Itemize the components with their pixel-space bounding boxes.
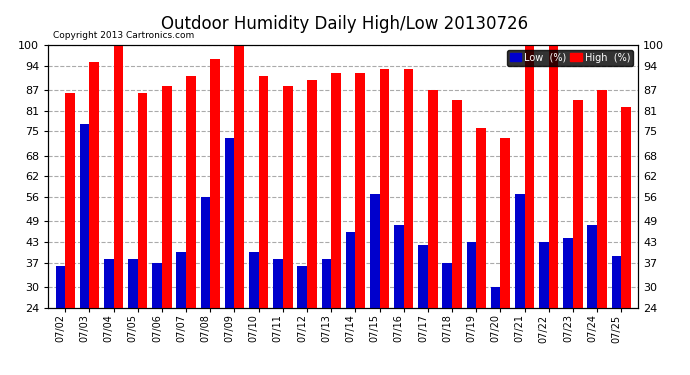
Bar [152,262,162,308]
Bar [273,259,283,308]
Bar [611,256,621,308]
Bar [573,100,582,308]
Bar [66,93,75,308]
Bar [597,90,607,308]
Bar [355,73,365,308]
Bar [162,87,172,308]
Bar [297,266,307,308]
Bar [331,73,341,308]
Bar [428,90,437,308]
Bar [56,266,66,308]
Bar [491,287,500,308]
Bar [128,259,138,308]
Bar [259,76,268,308]
Bar [201,197,210,308]
Bar [177,252,186,308]
Bar [307,80,317,308]
Bar [418,245,428,308]
Bar [322,259,331,308]
Bar [587,225,597,308]
Bar [225,138,235,308]
Bar [380,69,389,308]
Bar [346,231,355,308]
Bar [452,100,462,308]
Bar [186,76,196,308]
Bar [80,124,90,308]
Bar [394,225,404,308]
Bar [104,259,114,308]
Bar [563,238,573,308]
Bar [476,128,486,308]
Bar [500,138,510,308]
Bar [114,45,124,308]
Bar [235,45,244,308]
Bar [370,194,380,308]
Bar [524,45,534,308]
Text: Copyright 2013 Cartronics.com: Copyright 2013 Cartronics.com [53,31,195,40]
Bar [539,242,549,308]
Bar [249,252,259,308]
Bar [90,62,99,308]
Bar [549,45,558,308]
Bar [442,262,452,308]
Bar [283,87,293,308]
Text: Outdoor Humidity Daily High/Low 20130726: Outdoor Humidity Daily High/Low 20130726 [161,15,529,33]
Bar [621,107,631,308]
Bar [515,194,524,308]
Bar [466,242,476,308]
Bar [138,93,148,308]
Bar [404,69,413,308]
Legend: Low  (%), High  (%): Low (%), High (%) [506,50,633,66]
Bar [210,59,220,308]
